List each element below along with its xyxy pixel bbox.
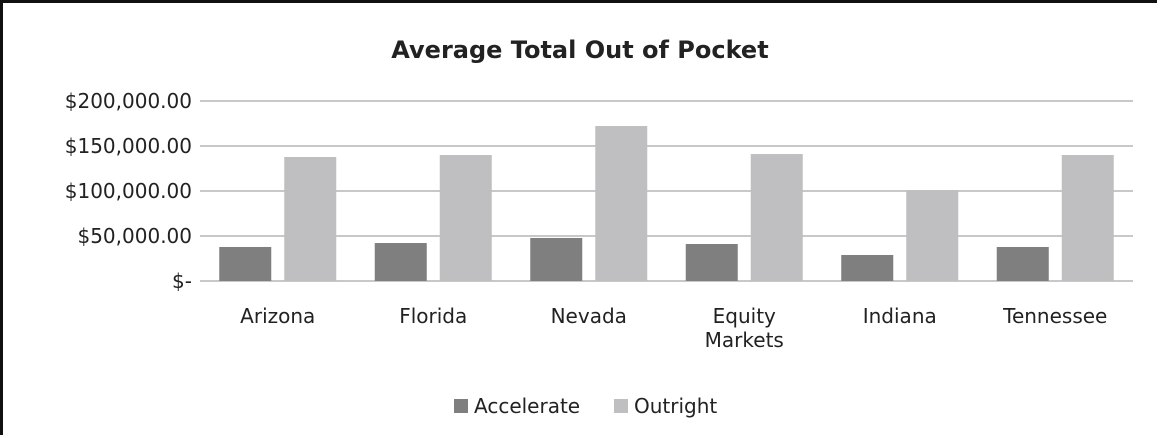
legend-swatch [614,399,628,413]
legend-label: Outright [634,394,718,418]
bar [219,246,272,281]
bar [1061,155,1114,281]
bar [439,155,492,281]
y-tick-label: $100,000.00 [64,179,192,203]
x-tick-label: Arizona [240,304,316,328]
x-tick-label: Indiana [862,304,937,328]
bar [996,246,1049,281]
y-tick-label: $- [172,269,192,293]
chart-title: Average Total Out of Pocket [391,36,769,64]
bar [685,244,738,281]
x-tick-label: Tennessee [1003,304,1108,328]
legend-swatch [454,399,468,413]
y-tick-label: $200,000.00 [64,89,192,113]
x-tick-label: Nevada [550,304,627,328]
legend-label: Accelerate [474,394,581,418]
bar [841,254,894,281]
x-tick-label: Equity Markets [704,304,784,352]
legend-item: Accelerate [454,394,580,418]
bar [750,154,803,281]
legend-item: Outright [614,394,717,418]
x-tick-label: Florida [399,304,468,328]
y-tick-label: $50,000.00 [77,224,192,248]
bar [374,243,427,281]
bar [906,190,959,281]
bar [595,126,648,282]
bar [284,156,337,281]
bar [530,237,583,281]
y-tick-label: $150,000.00 [64,134,192,158]
